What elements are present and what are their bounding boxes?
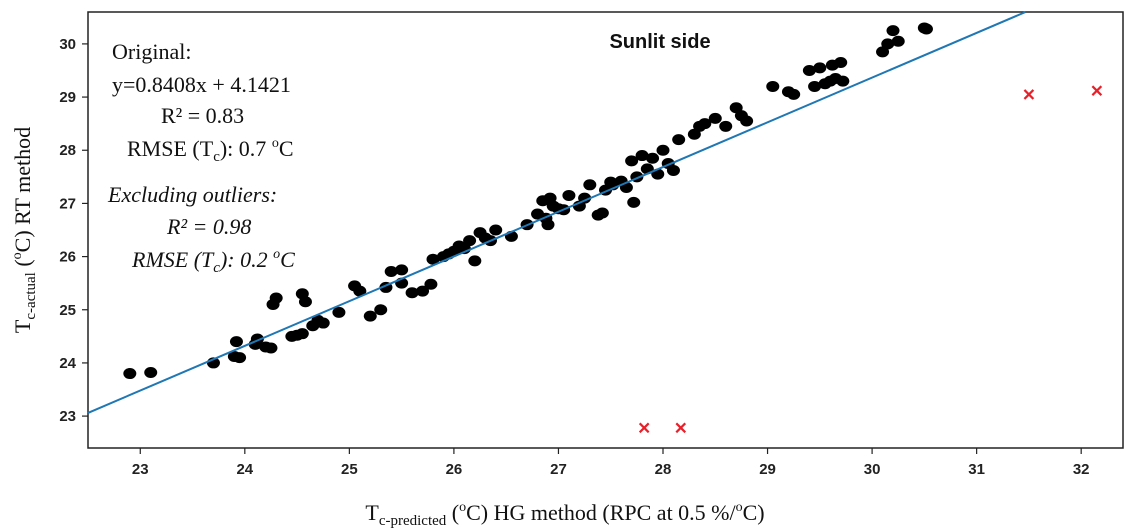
data-point xyxy=(395,264,409,276)
y-tick-label: 24 xyxy=(59,355,76,372)
data-point xyxy=(489,224,503,236)
data-point xyxy=(353,285,367,297)
data-point xyxy=(766,80,780,92)
data-point xyxy=(264,342,278,354)
data-point xyxy=(468,255,482,267)
data-point xyxy=(384,265,398,277)
outlier-point xyxy=(1091,85,1103,96)
data-point xyxy=(802,64,816,76)
data-point xyxy=(836,75,850,87)
y-tick-label: 25 xyxy=(59,302,76,319)
data-point xyxy=(123,368,137,380)
outlier-point xyxy=(638,422,650,434)
annotation-r2: R² = 0.83 xyxy=(161,103,244,128)
data-point xyxy=(144,366,158,378)
data-point xyxy=(787,88,801,100)
data-point xyxy=(233,352,247,364)
data-point xyxy=(424,278,438,290)
x-tick-label: 31 xyxy=(968,461,985,478)
plot-frame xyxy=(87,11,1124,449)
data-point xyxy=(316,317,330,329)
y-tick-label: 30 xyxy=(59,36,76,53)
x-tick-label: 24 xyxy=(236,461,253,478)
annotation-excluding-title: Excluding outliers: xyxy=(107,182,277,207)
outlier-point xyxy=(1023,89,1035,100)
data-point xyxy=(332,306,346,318)
y-tick-label: 27 xyxy=(59,195,76,212)
data-point xyxy=(298,296,312,308)
data-point xyxy=(295,328,309,340)
data-point xyxy=(463,235,477,247)
x-tick-label: 30 xyxy=(864,461,881,478)
y-tick-label: 28 xyxy=(59,142,76,159)
x-axis-label: Tc-predicted (oC) HG method (RPC at 0.5 … xyxy=(365,500,764,529)
data-points xyxy=(123,22,933,380)
outlier-points xyxy=(638,85,1103,434)
data-point xyxy=(405,287,419,299)
data-point xyxy=(708,112,722,124)
data-point xyxy=(625,155,639,167)
data-point xyxy=(881,38,895,50)
data-point xyxy=(583,179,597,191)
y-tick-label: 29 xyxy=(59,89,76,106)
x-tick-label: 29 xyxy=(759,461,776,478)
data-point xyxy=(698,118,712,130)
data-point xyxy=(562,189,576,201)
data-point xyxy=(363,310,377,322)
data-point xyxy=(229,336,243,348)
x-tick-label: 32 xyxy=(1073,461,1090,478)
data-point xyxy=(646,152,660,164)
annotation-original-title: Original: xyxy=(112,39,191,64)
data-point xyxy=(656,144,670,156)
data-point xyxy=(813,62,827,74)
data-point xyxy=(627,196,641,208)
data-point xyxy=(269,292,283,304)
x-tick-label: 25 xyxy=(341,461,358,478)
x-tick-label: 23 xyxy=(132,461,149,478)
annotation-equation: y=0.8408x + 4.1421 xyxy=(112,72,291,97)
data-point xyxy=(541,219,555,231)
data-point xyxy=(719,120,733,132)
data-point xyxy=(578,192,592,204)
data-point xyxy=(635,150,649,162)
data-point xyxy=(808,80,822,92)
annotation-excluding-rmse: RMSE (Tc): 0.2 oC xyxy=(131,247,295,276)
data-point xyxy=(886,25,900,37)
annotation-rmse: RMSE (Tc): 0.7 oC xyxy=(127,136,294,165)
data-point xyxy=(595,207,609,219)
regression-line xyxy=(87,11,1026,414)
data-point xyxy=(666,164,680,176)
outlier-point xyxy=(675,422,687,434)
x-tick-label: 28 xyxy=(655,461,672,478)
data-point xyxy=(740,115,754,127)
annotation-excluding-r2: R² = 0.98 xyxy=(166,214,251,239)
y-tick-label: 26 xyxy=(59,249,76,266)
data-point xyxy=(416,285,430,297)
y-tick-label: 23 xyxy=(59,408,76,425)
x-tick-label: 27 xyxy=(550,461,567,478)
data-point xyxy=(426,253,440,265)
data-point xyxy=(891,35,905,47)
data-point xyxy=(834,57,848,69)
y-axis-label: Tc-actual (oC) RT method xyxy=(10,127,39,333)
chart-title: Sunlit side xyxy=(609,31,710,53)
data-point xyxy=(672,134,686,146)
x-tick-label: 26 xyxy=(446,461,463,478)
data-point xyxy=(374,304,388,316)
x-axis-ticks: 23 24 25 26 27 28 29 30 31 32 xyxy=(132,448,1090,478)
data-point xyxy=(919,23,933,35)
y-axis-ticks: 23 24 25 26 27 28 29 30 xyxy=(59,36,88,425)
